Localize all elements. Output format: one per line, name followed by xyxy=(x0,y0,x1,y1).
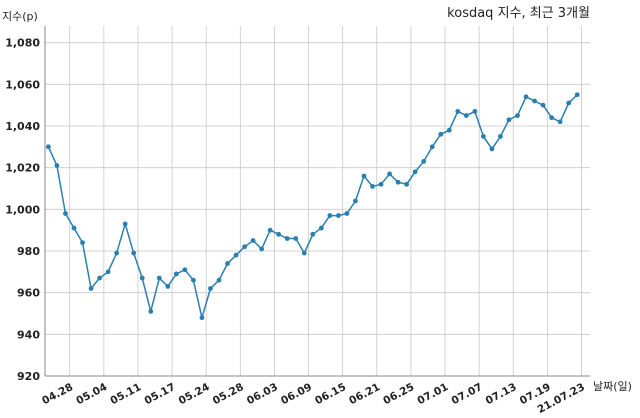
data-point xyxy=(293,236,299,241)
y-tick-label: 980 xyxy=(17,245,40,258)
data-point xyxy=(259,246,265,252)
data-point xyxy=(327,213,333,218)
x-tick-label: 07.13 xyxy=(484,381,519,407)
data-point xyxy=(335,213,341,218)
data-point xyxy=(429,144,435,150)
data-point xyxy=(156,275,162,281)
x-tick-label: 05.11 xyxy=(108,381,143,407)
y-tick-label: 940 xyxy=(17,328,40,341)
data-point xyxy=(395,179,401,185)
x-tick-label: 06.09 xyxy=(279,381,314,407)
data-point xyxy=(574,92,580,98)
y-tick-label: 960 xyxy=(17,287,40,300)
data-point xyxy=(250,238,256,243)
data-point xyxy=(498,134,503,139)
y-tick-label: 1,080 xyxy=(5,37,40,50)
data-point xyxy=(114,250,120,256)
y-tick-label: 920 xyxy=(17,370,40,383)
labels: kosdaq 지수, 최근 3개월 지수(p) 날짜(일) xyxy=(2,6,632,393)
data-point xyxy=(480,134,486,139)
data-point xyxy=(131,250,137,256)
data-point xyxy=(549,115,555,121)
data-point xyxy=(353,198,358,204)
series-line xyxy=(47,94,578,319)
data-point xyxy=(267,227,273,233)
data-point xyxy=(71,225,77,231)
data-point xyxy=(276,231,282,237)
data-point xyxy=(370,184,375,189)
data-point xyxy=(242,244,247,250)
data-point xyxy=(105,269,111,275)
y-tick-label: 1,020 xyxy=(5,162,40,175)
data-point xyxy=(489,146,495,152)
data-point xyxy=(557,119,563,125)
x-tick-label: 07.01 xyxy=(415,381,450,407)
data-point xyxy=(182,267,188,273)
x-tick-label: 05.04 xyxy=(74,381,109,407)
x-tick-label: 04.28 xyxy=(40,381,75,407)
data-point xyxy=(472,109,478,114)
data-point xyxy=(216,277,222,283)
data-point xyxy=(199,315,205,321)
chart-title: kosdaq 지수, 최근 3개월 xyxy=(447,6,590,21)
data-point xyxy=(63,211,68,216)
data-point xyxy=(88,286,94,291)
data-point xyxy=(165,284,171,289)
data-point xyxy=(361,173,367,179)
data-point xyxy=(80,240,85,246)
data-point xyxy=(506,117,512,123)
data-point xyxy=(173,271,179,277)
data-point xyxy=(54,163,60,168)
data-point xyxy=(318,225,324,231)
data-point xyxy=(566,100,572,106)
data-point xyxy=(46,144,51,150)
data-point xyxy=(97,275,102,281)
data-point xyxy=(225,261,230,266)
data-point xyxy=(446,127,452,133)
data-point xyxy=(378,181,384,187)
data-point xyxy=(523,94,529,100)
data-point xyxy=(540,102,546,108)
x-tick-label: 06.15 xyxy=(313,381,348,407)
y-axis-label: 지수(p) xyxy=(2,10,38,23)
data-point xyxy=(310,231,316,237)
data-point xyxy=(148,309,154,314)
x-axis-label: 날짜(일) xyxy=(593,379,632,393)
x-tick-label: 05.28 xyxy=(211,381,246,407)
data-point xyxy=(233,252,239,258)
data-point xyxy=(455,109,461,114)
data-point xyxy=(515,113,520,118)
y-tick-label: 1,040 xyxy=(5,120,40,133)
data-point xyxy=(208,286,213,291)
data-point xyxy=(463,113,469,118)
data-point xyxy=(532,98,537,104)
x-tick-label: 05.24 xyxy=(177,381,212,407)
data-point xyxy=(387,171,392,177)
grid xyxy=(45,26,590,377)
data-point xyxy=(191,277,196,283)
x-tick-label: 07.07 xyxy=(450,381,485,407)
data-point xyxy=(122,221,128,227)
data-point xyxy=(438,131,444,137)
data-point xyxy=(412,169,418,175)
series-layer xyxy=(46,92,580,321)
y-tick-label: 1,060 xyxy=(5,78,40,91)
data-point xyxy=(421,159,427,164)
data-point xyxy=(344,211,350,216)
data-point xyxy=(404,181,410,187)
data-point xyxy=(284,236,290,241)
x-tick-label: 05.17 xyxy=(143,381,178,407)
x-tick-label: 06.03 xyxy=(245,381,280,407)
data-point xyxy=(139,275,145,281)
y-tick-label: 1,000 xyxy=(5,203,40,216)
x-tick-label: 06.21 xyxy=(347,381,382,407)
x-tick-label: 06.25 xyxy=(381,381,416,407)
data-point xyxy=(301,250,307,256)
